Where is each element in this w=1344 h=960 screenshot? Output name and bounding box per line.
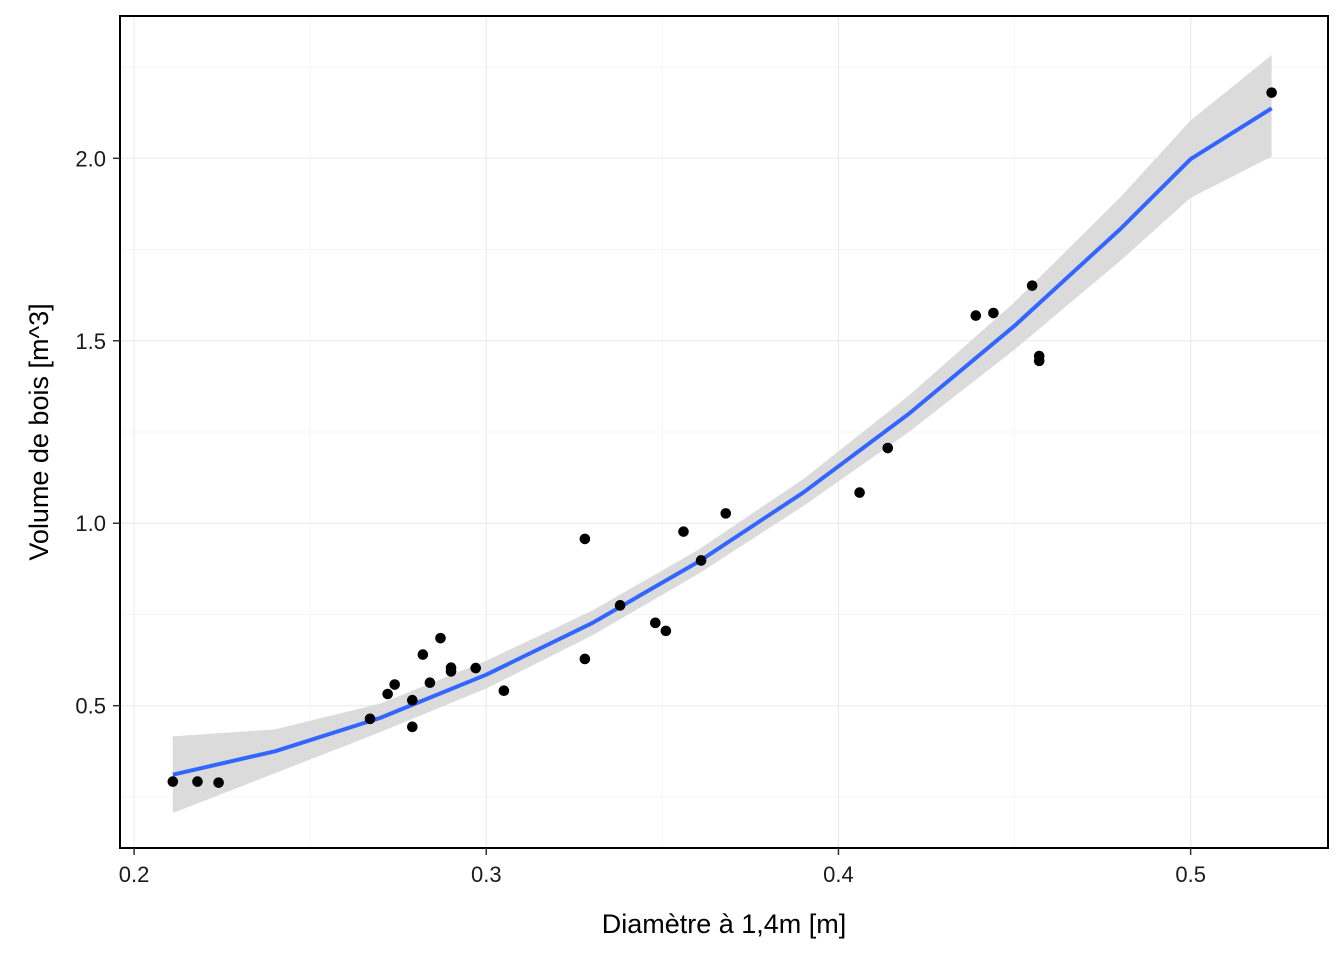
- data-point: [192, 776, 203, 787]
- data-point: [1266, 87, 1277, 98]
- x-axis: 0.2 0.3 0.4 0.5: [119, 848, 1206, 887]
- y-axis: 0.5 1.0 1.5 2.0: [75, 146, 120, 719]
- data-point: [1033, 355, 1045, 367]
- confidence-ribbon: [172, 55, 1272, 813]
- data-points: [167, 87, 1277, 788]
- data-point: [579, 533, 591, 545]
- data-point: [364, 713, 376, 725]
- minor-gridlines: [120, 16, 1328, 848]
- data-point: [988, 307, 999, 319]
- x-tick-label: 0.4: [823, 862, 854, 887]
- x-tick-label: 0.5: [1175, 862, 1206, 887]
- data-point: [435, 632, 446, 644]
- data-point: [445, 666, 457, 677]
- data-point: [970, 310, 982, 321]
- data-point: [678, 526, 689, 537]
- data-point: [407, 721, 418, 733]
- confidence-ribbon-layer: [172, 55, 1272, 813]
- plot-area: [120, 16, 1328, 848]
- y-tick-label: 1.0: [75, 511, 106, 536]
- y-tick-label: 2.0: [75, 146, 106, 171]
- data-point: [614, 600, 626, 611]
- data-point: [854, 487, 865, 498]
- data-point: [382, 688, 393, 700]
- x-tick-label: 0.3: [471, 862, 502, 887]
- fit-line-layer: [172, 106, 1273, 777]
- y-axis-title: Volume de bois [m^3]: [24, 303, 54, 560]
- data-point: [695, 555, 707, 566]
- data-point: [882, 442, 894, 454]
- data-point: [470, 662, 482, 674]
- data-point: [167, 776, 179, 787]
- data-point: [579, 653, 591, 665]
- data-point: [389, 679, 401, 690]
- data-point: [407, 694, 418, 706]
- data-point: [1026, 280, 1038, 291]
- y-tick-label: 1.5: [75, 329, 106, 354]
- data-point: [660, 625, 672, 637]
- x-tick-label: 0.2: [119, 862, 150, 887]
- data-point: [424, 677, 436, 688]
- data-point: [417, 649, 429, 660]
- data-point: [213, 777, 224, 788]
- x-axis-title: Diamètre à 1,4m [m]: [602, 909, 847, 939]
- fit-line: [172, 106, 1273, 777]
- data-point: [498, 685, 510, 697]
- y-tick-label: 0.5: [75, 694, 106, 719]
- plot-frame: [119, 15, 1329, 849]
- data-point: [650, 617, 661, 629]
- data-point: [720, 508, 732, 519]
